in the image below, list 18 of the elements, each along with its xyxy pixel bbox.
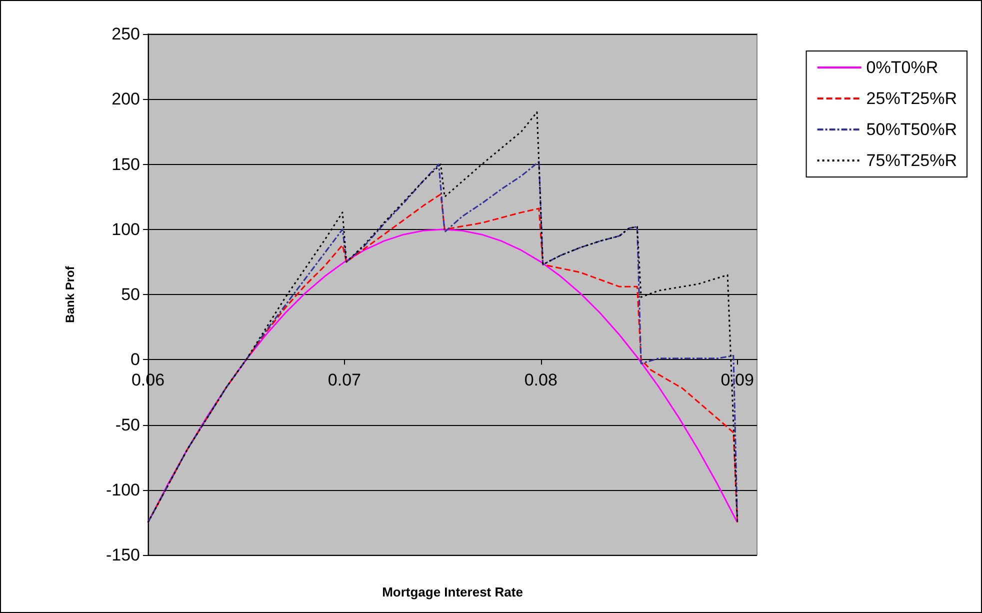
x-tick-label: 0.09 xyxy=(720,370,754,390)
y-tick-label: -150 xyxy=(106,546,140,564)
y-tick-label: 0 xyxy=(130,350,140,370)
y-tick-label: 100 xyxy=(112,220,140,239)
legend-label: 75%T25%R xyxy=(866,151,958,170)
legend-label: 0%T0%R xyxy=(866,58,938,77)
y-tick-label: 50 xyxy=(121,285,140,304)
y-tick-label: 250 xyxy=(112,24,140,44)
y-tick-label: 150 xyxy=(112,154,140,174)
legend-label: 25%T25%R xyxy=(866,89,958,108)
x-tick-label: 0.07 xyxy=(328,370,361,390)
y-tick-label: 200 xyxy=(112,90,140,109)
y-axis-title: Bank Prof xyxy=(63,265,77,323)
x-tick-label: 0.08 xyxy=(524,370,558,390)
y-tick-label: -100 xyxy=(106,480,140,500)
legend-label: 50%T50%R xyxy=(866,120,958,139)
x-axis-title: Mortgage Interest Rate xyxy=(382,584,523,600)
y-tick-label: -50 xyxy=(115,415,140,434)
